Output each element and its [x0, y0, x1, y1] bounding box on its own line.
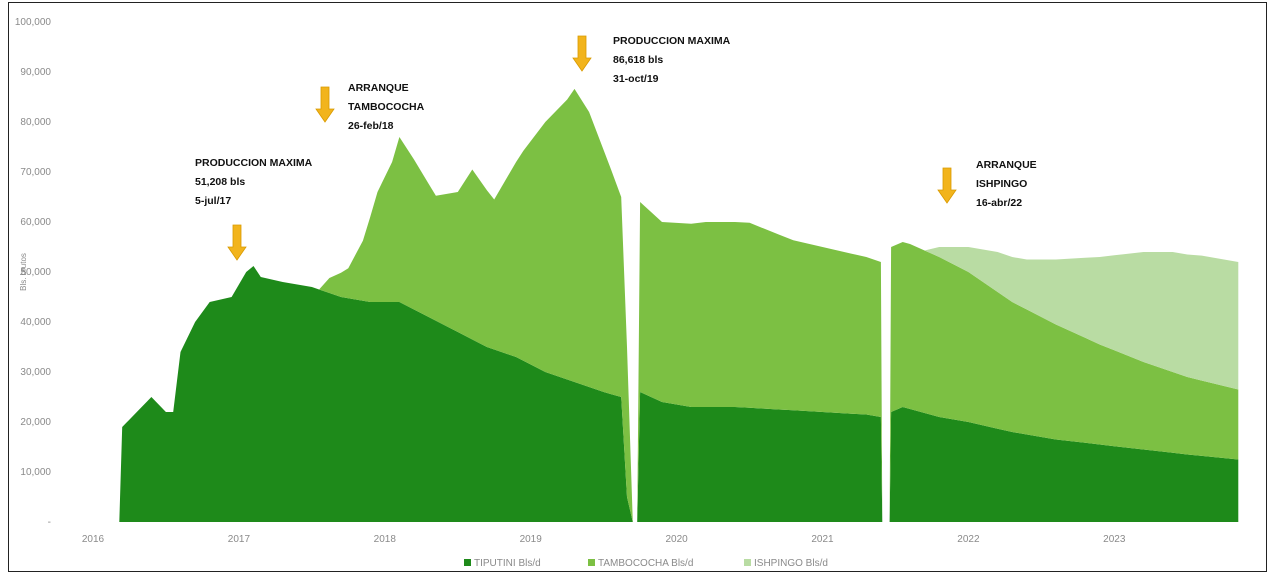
annotation-text: ISHPINGO	[976, 178, 1027, 190]
annotation-text: 51,208 bls	[195, 176, 245, 188]
arrow-down-icon	[572, 35, 592, 72]
y-axis: - 10,000 20,000 30,000 40,000 50,000 60,000 70,…	[15, 17, 52, 528]
annotation-text: 86,618 bls	[613, 54, 663, 66]
y-tick-label: -	[48, 517, 51, 528]
chart-frame: - 10,000 20,000 30,000 40,000 50,000 60,000 70,…	[8, 2, 1267, 572]
annotation-2: PRODUCCION MAXIMA 86,618 bls 31-oct/19	[572, 35, 731, 85]
y-tick-label: 80,000	[20, 117, 51, 128]
y-tick-label: 40,000	[20, 317, 51, 328]
x-tick-label: 2018	[374, 534, 397, 545]
legend: TIPUTINI Bls/d TAMBOCOCHA Bls/d ISHPINGO B…	[464, 558, 828, 569]
legend-label: TIPUTINI Bls/d	[474, 558, 541, 569]
series-area-1	[107, 88, 1239, 523]
annotation-3: ARRANQUE ISHPINGO 16-abr/22	[937, 159, 1037, 209]
annotations-group: PRODUCCION MAXIMA 51,208 bls 5-jul/17 ARRAN…	[195, 35, 1037, 261]
x-tick-label: 2023	[1103, 534, 1126, 545]
legend-label: ISHPINGO Bls/d	[754, 558, 828, 569]
y-tick-label: 30,000	[20, 367, 51, 378]
y-tick-label: 20,000	[20, 417, 51, 428]
x-tick-label: 2019	[520, 534, 543, 545]
annotation-0: PRODUCCION MAXIMA 51,208 bls 5-jul/17	[195, 157, 313, 261]
annotation-text: ARRANQUE	[348, 82, 409, 94]
legend-swatch	[464, 559, 471, 566]
arrow-down-icon	[227, 224, 247, 261]
y-tick-label: 70,000	[20, 167, 51, 178]
annotation-text: PRODUCCION MAXIMA	[613, 35, 731, 47]
legend-swatch	[588, 559, 595, 566]
x-tick-label: 2022	[957, 534, 980, 545]
legend-swatch	[744, 559, 751, 566]
x-tick-label: 2021	[811, 534, 834, 545]
arrow-down-icon	[315, 86, 335, 123]
y-tick-label: 10,000	[20, 467, 51, 478]
annotation-text: 5-jul/17	[195, 195, 231, 207]
y-axis-label: Bls. brutos	[19, 253, 28, 291]
annotation-text: 16-abr/22	[976, 197, 1022, 209]
series-area-0	[107, 266, 1239, 522]
x-tick-label: 2016	[82, 534, 105, 545]
production-chart: - 10,000 20,000 30,000 40,000 50,000 60,000 70,…	[15, 17, 1239, 569]
arrow-down-icon	[937, 167, 957, 204]
annotation-text: PRODUCCION MAXIMA	[195, 157, 313, 169]
y-tick-label: 100,000	[15, 17, 52, 28]
area-series-group	[107, 88, 1239, 523]
legend-label: TAMBOCOCHA Bls/d	[598, 558, 693, 569]
x-axis: 2016 2017 2018 2019 2020 2021 2022 2023	[82, 534, 1126, 545]
annotation-text: ARRANQUE	[976, 159, 1037, 171]
annotation-1: ARRANQUE TAMBOCOCHA 26-feb/18	[315, 82, 425, 132]
y-tick-label: 60,000	[20, 217, 51, 228]
x-tick-label: 2017	[228, 534, 251, 545]
annotation-text: 31-oct/19	[613, 73, 659, 85]
annotation-text: TAMBOCOCHA	[348, 101, 425, 113]
y-tick-label: 50,000	[20, 267, 51, 278]
annotation-text: 26-feb/18	[348, 120, 394, 132]
y-tick-label: 90,000	[20, 67, 51, 78]
x-tick-label: 2020	[665, 534, 688, 545]
